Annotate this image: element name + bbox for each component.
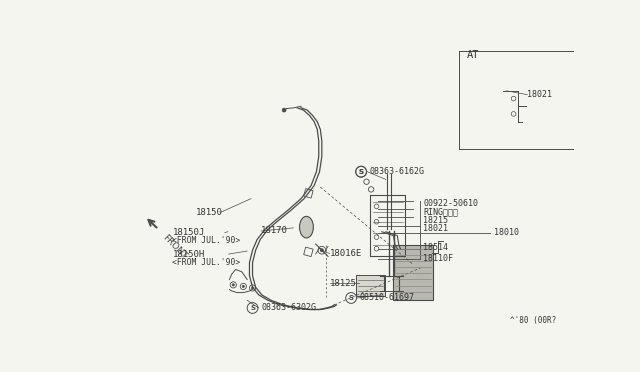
Text: <FROM JUL.'90>: <FROM JUL.'90>: [172, 237, 241, 246]
Text: 00922-50610: 00922-50610: [424, 199, 479, 208]
Text: AT: AT: [467, 51, 479, 60]
Circle shape: [282, 108, 286, 112]
Bar: [303, 189, 313, 198]
Text: RINGリング: RINGリング: [424, 207, 458, 216]
Circle shape: [232, 284, 234, 286]
Text: 18010: 18010: [494, 228, 519, 237]
Bar: [356, 275, 385, 296]
Text: S: S: [349, 295, 354, 301]
Text: ^'80 (00R?: ^'80 (00R?: [509, 316, 556, 325]
Text: S: S: [358, 169, 364, 175]
Ellipse shape: [300, 217, 314, 238]
Bar: [303, 247, 313, 257]
Text: 18021: 18021: [424, 224, 449, 233]
Text: 08363-6162G: 08363-6162G: [369, 167, 424, 176]
Text: 08510-61697: 08510-61697: [360, 294, 415, 302]
Text: 18215: 18215: [424, 216, 449, 225]
Text: 18016E: 18016E: [330, 249, 362, 258]
Circle shape: [320, 249, 323, 252]
Text: 18110F: 18110F: [424, 254, 454, 263]
Text: 18150H: 18150H: [172, 250, 205, 259]
Text: FRONT: FRONT: [161, 233, 189, 261]
Text: S: S: [358, 169, 364, 175]
Text: 08363-6302G: 08363-6302G: [261, 304, 316, 312]
Text: S: S: [250, 305, 255, 311]
Text: 18514: 18514: [424, 243, 449, 253]
Text: <FROM JUL.'90>: <FROM JUL.'90>: [172, 258, 241, 267]
Text: 18150J: 18150J: [172, 228, 205, 237]
Text: 18170: 18170: [261, 227, 288, 235]
Bar: [394, 245, 433, 300]
Text: 18021: 18021: [527, 90, 552, 99]
Circle shape: [242, 285, 244, 288]
Text: 18150: 18150: [196, 208, 223, 217]
Circle shape: [252, 287, 253, 289]
Text: 18125: 18125: [330, 279, 356, 288]
